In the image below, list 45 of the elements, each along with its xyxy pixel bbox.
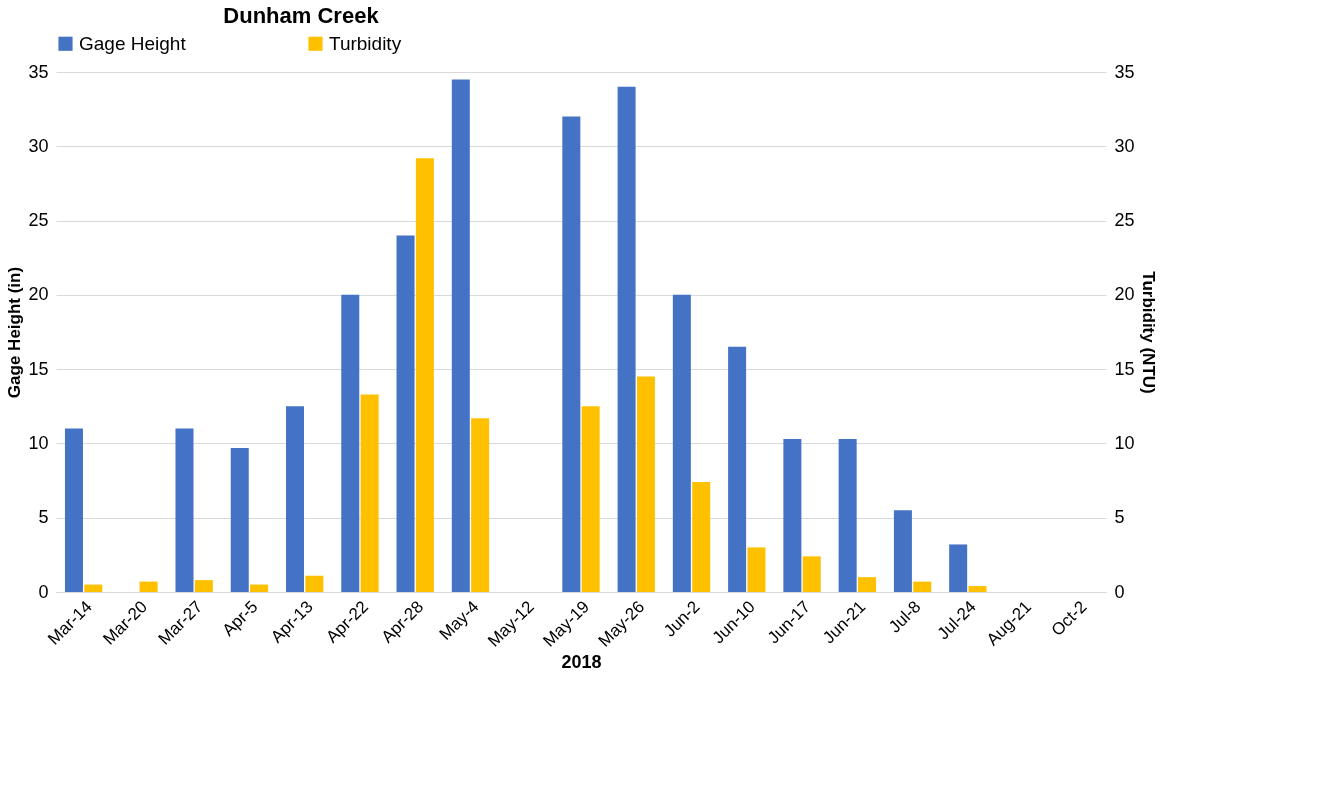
x-axis-title: 2018 (561, 651, 602, 672)
y-tick-label: 0 (38, 581, 49, 602)
bar (857, 577, 876, 592)
bar (747, 547, 766, 592)
y2-tick-label: 35 (1114, 61, 1135, 82)
y-tick-label: 15 (28, 358, 49, 379)
bar (562, 116, 581, 592)
bar (305, 575, 324, 592)
bar (913, 581, 932, 592)
y2-tick-label: 15 (1114, 358, 1135, 379)
y2-axis-title: Turbidity (NTU) (1138, 271, 1158, 394)
bar (728, 346, 747, 592)
y2-tick-label: 0 (1114, 581, 1125, 602)
y-tick-label: 5 (38, 507, 49, 528)
y-tick-label: 35 (28, 61, 49, 82)
bar (175, 428, 194, 592)
bar (802, 556, 821, 592)
bar (617, 86, 636, 592)
y2-tick-label: 25 (1114, 210, 1135, 231)
bar (451, 79, 470, 592)
bar (968, 586, 987, 592)
chart-title: Dunham Creek (223, 3, 380, 28)
bar (84, 584, 103, 592)
legend-label: Gage Height (79, 32, 187, 54)
bar (230, 447, 249, 592)
bar (250, 584, 269, 592)
bar (893, 510, 912, 592)
y2-tick-label: 5 (1114, 507, 1125, 528)
bar (194, 580, 213, 592)
bar (672, 294, 691, 592)
legend-label: Turbidity (329, 32, 402, 54)
y-tick-label: 30 (28, 135, 49, 156)
y2-tick-label: 30 (1114, 135, 1135, 156)
bar (783, 438, 802, 592)
bar (286, 406, 305, 592)
y2-tick-label: 10 (1114, 432, 1135, 453)
y-tick-label: 20 (28, 284, 49, 305)
y-tick-label: 10 (28, 432, 49, 453)
bar (949, 544, 968, 592)
bar (838, 438, 857, 592)
y2-tick-label: 20 (1114, 284, 1135, 305)
bar (139, 581, 158, 592)
y-axis-title: Gage Height (in) (5, 266, 25, 399)
y-tick-label: 25 (28, 210, 49, 231)
bar (64, 428, 83, 592)
